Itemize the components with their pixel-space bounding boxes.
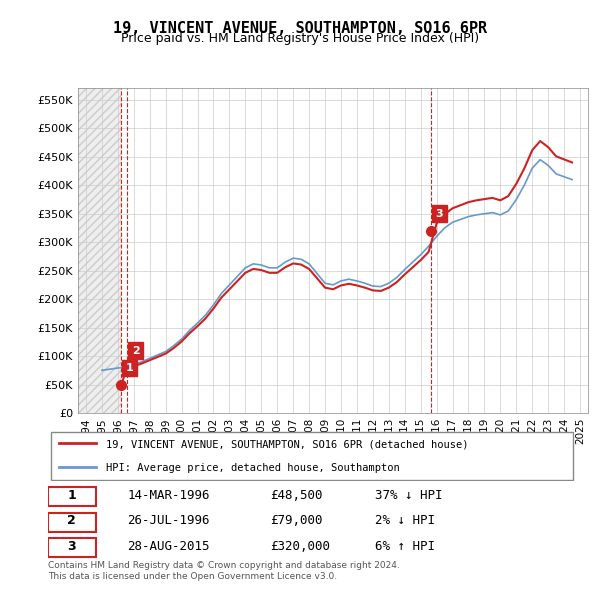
Text: This data is licensed under the Open Government Licence v3.0.: This data is licensed under the Open Gov… [48, 572, 337, 581]
Text: 28-AUG-2015: 28-AUG-2015 [127, 540, 210, 553]
Text: 2% ↓ HPI: 2% ↓ HPI [376, 514, 436, 527]
FancyBboxPatch shape [48, 487, 95, 506]
Text: Contains HM Land Registry data © Crown copyright and database right 2024.: Contains HM Land Registry data © Crown c… [48, 560, 400, 569]
Text: 1: 1 [67, 489, 76, 502]
Text: £320,000: £320,000 [270, 540, 330, 553]
Text: HPI: Average price, detached house, Southampton: HPI: Average price, detached house, Sout… [106, 463, 400, 473]
Text: 2: 2 [67, 514, 76, 527]
Text: 3: 3 [436, 209, 443, 218]
Bar [78, 88, 121, 413]
FancyBboxPatch shape [48, 538, 95, 558]
Text: 19, VINCENT AVENUE, SOUTHAMPTON, SO16 6PR: 19, VINCENT AVENUE, SOUTHAMPTON, SO16 6P… [113, 21, 487, 35]
FancyBboxPatch shape [50, 432, 574, 480]
Text: £79,000: £79,000 [270, 514, 322, 527]
Text: 26-JUL-1996: 26-JUL-1996 [127, 514, 210, 527]
Text: Price paid vs. HM Land Registry's House Price Index (HPI): Price paid vs. HM Land Registry's House … [121, 32, 479, 45]
Text: 6% ↑ HPI: 6% ↑ HPI [376, 540, 436, 553]
Text: 2: 2 [132, 346, 139, 356]
Text: 19, VINCENT AVENUE, SOUTHAMPTON, SO16 6PR (detached house): 19, VINCENT AVENUE, SOUTHAMPTON, SO16 6P… [106, 440, 469, 450]
FancyBboxPatch shape [48, 513, 95, 532]
Text: 3: 3 [67, 540, 76, 553]
Text: £48,500: £48,500 [270, 489, 322, 502]
Text: 1: 1 [126, 363, 134, 373]
Text: 14-MAR-1996: 14-MAR-1996 [127, 489, 210, 502]
Text: 37% ↓ HPI: 37% ↓ HPI [376, 489, 443, 502]
